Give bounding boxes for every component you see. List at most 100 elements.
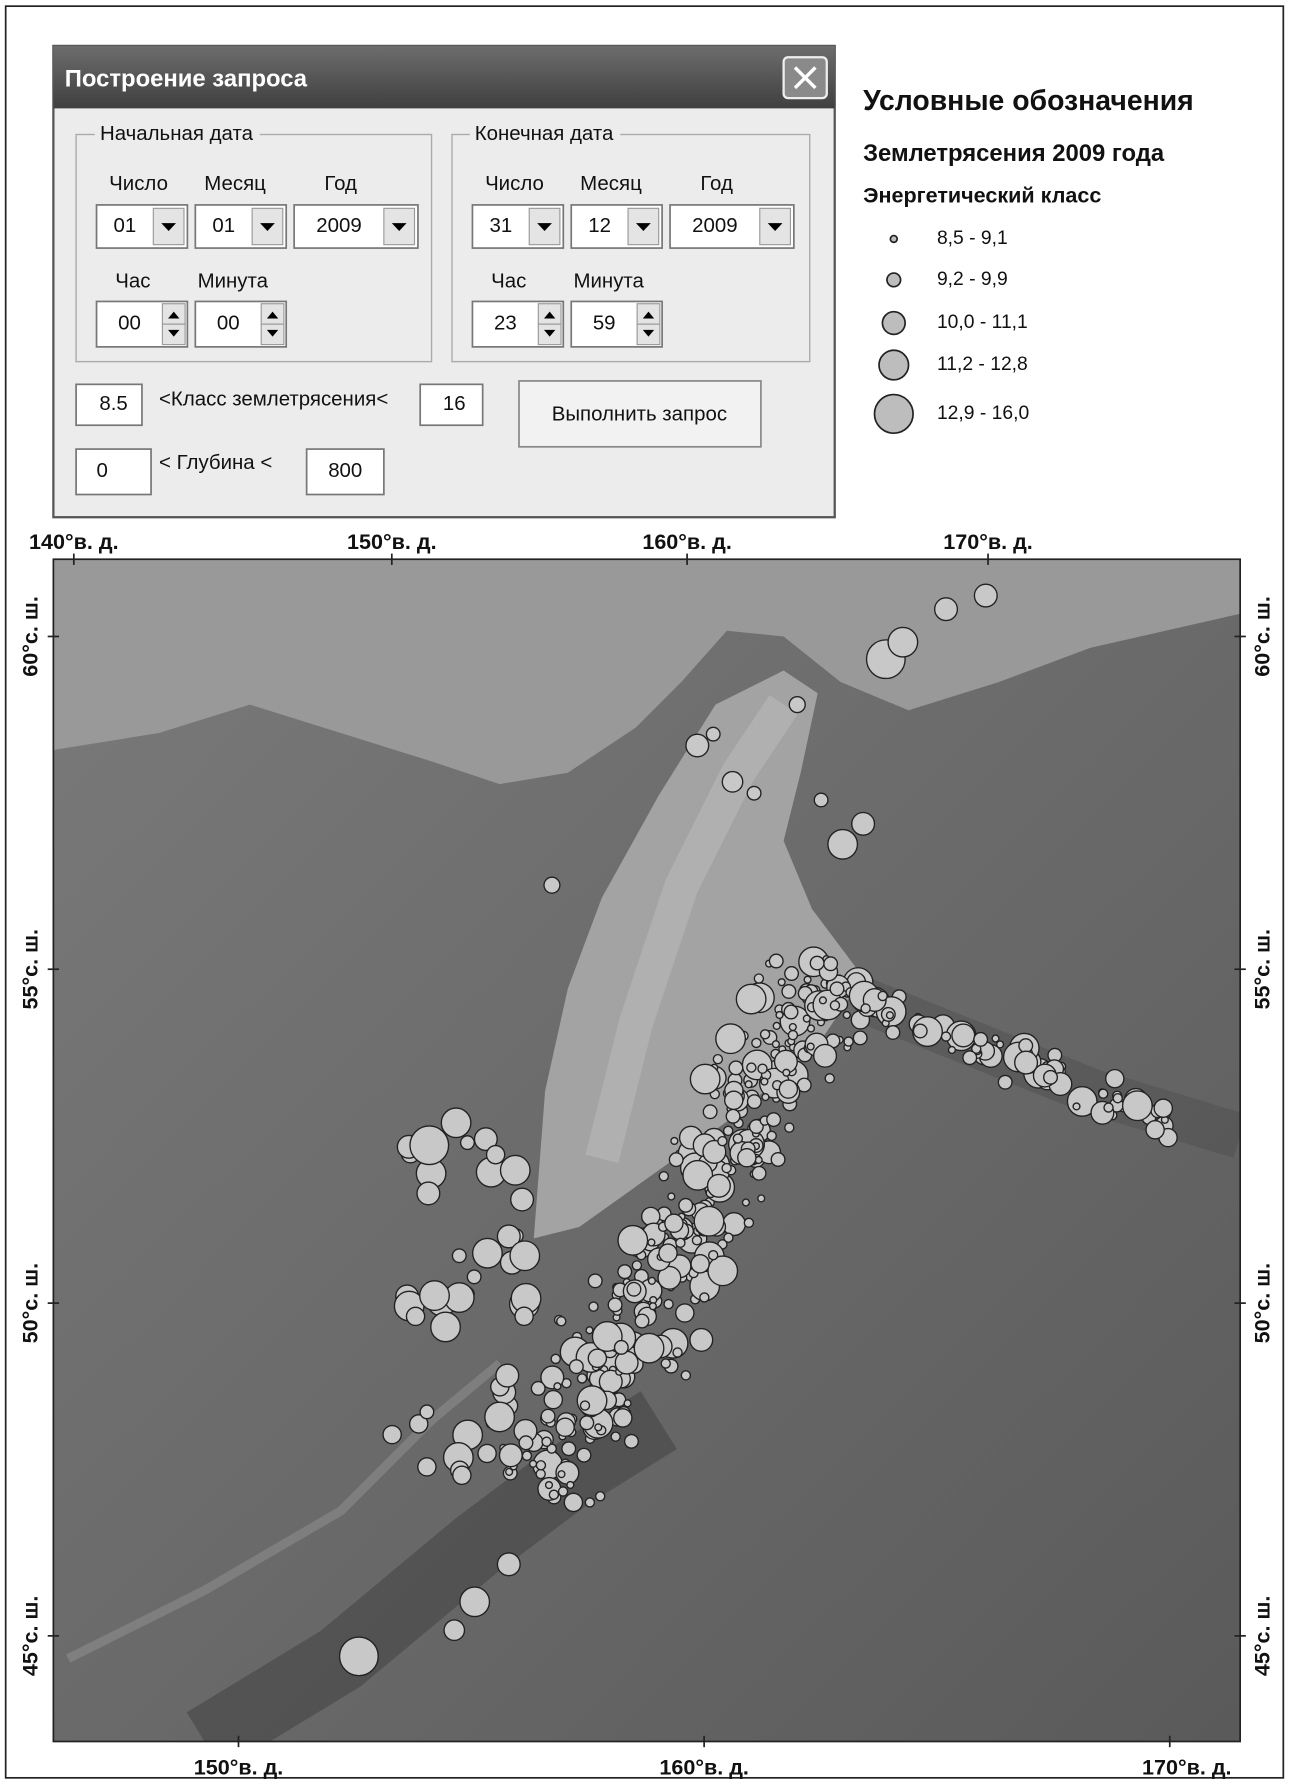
earthquake [708, 1174, 731, 1197]
earthquake [544, 877, 560, 893]
left-label: 55°с. ш. [18, 929, 43, 1010]
earthquake [913, 1024, 927, 1038]
earthquake [499, 1444, 522, 1467]
earthquake [935, 598, 958, 621]
earthquake [785, 967, 799, 981]
earthquake [634, 1333, 664, 1363]
earthquake [664, 1300, 673, 1309]
earthquake [789, 1024, 796, 1031]
earthquake [736, 984, 766, 1014]
earthquake [559, 1487, 568, 1496]
combo-value: 2009 [316, 214, 361, 237]
earthquake [709, 1251, 718, 1260]
earthquake [716, 1024, 746, 1054]
earthquake [461, 1136, 475, 1150]
field-label: Минута [198, 270, 269, 293]
earthquake [570, 1360, 584, 1374]
earthquake [588, 1349, 606, 1367]
earthquake [690, 1329, 713, 1352]
earthquake [779, 1080, 797, 1098]
earthquake [1104, 1103, 1113, 1112]
spin-value: 00 [118, 312, 141, 335]
earthquake [1073, 1103, 1080, 1110]
earthquake [810, 956, 824, 970]
earthquake [974, 1033, 988, 1047]
depth-label: < Глубина < [159, 451, 272, 474]
earthquake [589, 1302, 598, 1311]
top-label: 150°в. д. [347, 529, 437, 554]
combo-value: 01 [212, 214, 235, 237]
earthquake [624, 1400, 631, 1407]
depth-max: 800 [328, 459, 362, 482]
earthquake [510, 1241, 540, 1271]
earthquake [761, 1078, 768, 1085]
earthquake [627, 1282, 641, 1296]
earthquake [830, 982, 844, 996]
earthquake [1099, 1089, 1108, 1098]
earthquake [747, 786, 761, 800]
earthquake [771, 1153, 785, 1167]
earthquake [690, 1064, 720, 1094]
earthquake [536, 1469, 545, 1478]
earthquake [998, 1075, 1012, 1089]
bottom-label: 150°в. д. [194, 1754, 284, 1779]
earthquake [542, 1437, 551, 1446]
earthquake [733, 1134, 742, 1143]
earthquake [729, 1061, 743, 1075]
earthquake [852, 813, 875, 836]
top-label: 140°в. д. [29, 529, 119, 554]
earthquake [843, 1012, 850, 1019]
earthquake [748, 1095, 762, 1109]
right-label: 55°с. ш. [1250, 929, 1275, 1010]
earthquake [473, 1238, 503, 1268]
earthquake [724, 1126, 733, 1135]
earthquake [772, 1041, 779, 1048]
earthquake [441, 1108, 471, 1138]
earthquake [997, 1041, 1004, 1048]
earthquake [708, 1256, 738, 1286]
earthquake [761, 1030, 770, 1039]
earthquake [530, 1460, 537, 1467]
earthquake [676, 1304, 694, 1322]
earthquake [557, 1317, 566, 1326]
earthquake [769, 954, 783, 968]
earthquake [531, 1382, 545, 1396]
earthquake [536, 1461, 545, 1470]
field-label: Минута [573, 270, 644, 293]
earthquake [661, 1359, 670, 1368]
earthquake [992, 1035, 999, 1042]
earthquake [1019, 1039, 1033, 1053]
legend-symbol [890, 236, 897, 243]
earthquake [767, 1131, 776, 1140]
earthquake [725, 1091, 743, 1109]
earthquake [752, 1166, 766, 1180]
bottom-label: 160°в. д. [659, 1754, 749, 1779]
earthquake [1106, 1070, 1124, 1088]
earthquake [820, 997, 827, 1004]
earthquake [974, 584, 997, 607]
earthquake [551, 1354, 560, 1363]
earthquake [886, 1026, 900, 1040]
earthquake [814, 1044, 837, 1067]
earthquake [1044, 1071, 1058, 1085]
earthquake [671, 1138, 678, 1145]
text-box[interactable] [76, 449, 151, 494]
earthquake [941, 1032, 950, 1041]
bottom-label: 170°в. д. [1142, 1754, 1232, 1779]
earthquake [595, 1424, 602, 1431]
earthquake [758, 1195, 765, 1202]
spin-value: 59 [593, 312, 616, 335]
earthquake [383, 1426, 401, 1444]
earthquake [743, 1199, 750, 1206]
earthquake [418, 1458, 436, 1476]
earthquake [754, 974, 763, 983]
run-button-label: Выполнить запрос [552, 402, 727, 425]
earthquake [431, 1312, 461, 1342]
earthquake [500, 1155, 530, 1185]
combo-value: 2009 [692, 214, 737, 237]
earthquake [608, 1298, 622, 1312]
spin-value: 00 [217, 312, 240, 335]
earthquake [618, 1226, 648, 1256]
earthquake [496, 1364, 519, 1387]
earthquake [789, 697, 805, 713]
